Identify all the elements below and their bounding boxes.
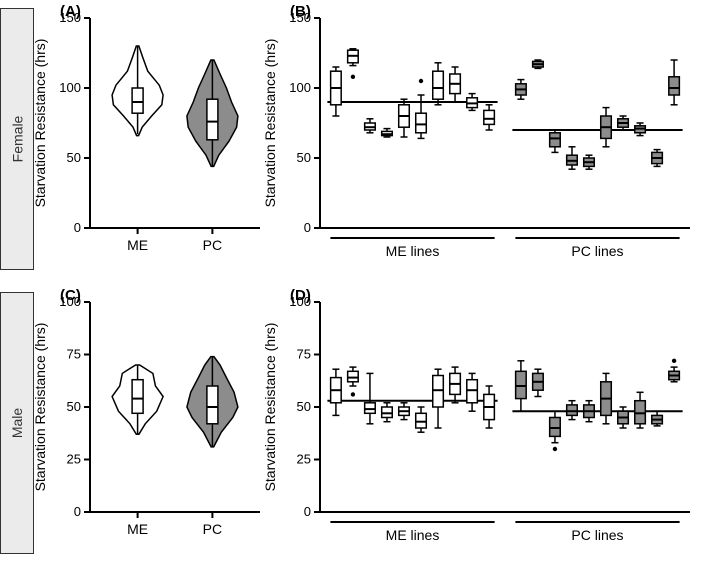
violin-box — [207, 99, 218, 140]
y-tick-label: 25 — [297, 452, 311, 467]
x-cat-label: ME — [127, 521, 148, 537]
boxplot-box — [669, 77, 680, 95]
group-label: PC lines — [571, 527, 623, 543]
y-tick-label: 0 — [304, 220, 311, 235]
boxplot-box — [635, 401, 646, 424]
y-tick-label: 0 — [304, 504, 311, 519]
figure-grid: { "colors": { "ME": "#ffffff", "PC": "#8… — [0, 0, 709, 564]
boxplot-box — [433, 71, 444, 99]
y-axis-title: Starvation Resistance (hrs) — [262, 323, 278, 492]
panel-C: (C)0255075100Starvation Resistance (hrs)… — [32, 287, 260, 537]
outlier-point — [419, 79, 423, 83]
x-cat-label: ME — [127, 237, 148, 253]
y-tick-label: 50 — [67, 150, 81, 165]
x-cat-label: PC — [203, 521, 222, 537]
panel-B: (B)050100150Starvation Resistance (hrs)M… — [262, 3, 690, 259]
group-label: ME lines — [386, 527, 440, 543]
y-tick-label: 0 — [74, 220, 81, 235]
y-tick-label: 150 — [289, 10, 311, 25]
y-tick-label: 100 — [59, 294, 81, 309]
panel-D: (D)0255075100Starvation Resistance (hrs)… — [262, 287, 690, 543]
boxplot-box — [550, 133, 561, 147]
group-label: PC lines — [571, 243, 623, 259]
outlier-point — [351, 75, 355, 79]
boxplot-box — [467, 380, 478, 403]
row-label-female: Female — [0, 8, 34, 270]
boxplot-box — [433, 376, 444, 408]
y-tick-label: 100 — [59, 80, 81, 95]
row-label-text: Male — [9, 408, 25, 438]
boxplot-box — [348, 371, 359, 382]
y-tick-label: 50 — [297, 399, 311, 414]
y-tick-label: 150 — [59, 10, 81, 25]
x-cat-label: PC — [203, 237, 222, 253]
y-tick-label: 50 — [297, 150, 311, 165]
boxplot-box — [484, 110, 495, 124]
y-tick-label: 100 — [289, 294, 311, 309]
y-tick-label: 75 — [67, 347, 81, 362]
y-axis-title: Starvation Resistance (hrs) — [32, 39, 48, 208]
row-label-text: Female — [9, 116, 25, 163]
boxplot-box — [382, 407, 393, 418]
outlier-point — [351, 392, 355, 396]
y-axis-title: Starvation Resistance (hrs) — [32, 323, 48, 492]
outlier-point — [672, 359, 676, 363]
outlier-point — [553, 447, 557, 451]
violin-box — [207, 386, 218, 424]
violin-box — [132, 88, 143, 113]
violin-box — [132, 380, 143, 414]
boxplot-box — [365, 403, 376, 414]
y-tick-label: 100 — [289, 80, 311, 95]
y-tick-label: 75 — [297, 347, 311, 362]
y-axis-title: Starvation Resistance (hrs) — [262, 39, 278, 208]
boxplot-box — [416, 413, 427, 428]
y-tick-label: 25 — [67, 452, 81, 467]
boxplot-box — [567, 405, 578, 416]
boxplot-box — [416, 113, 427, 133]
y-tick-label: 50 — [67, 399, 81, 414]
group-label: ME lines — [386, 243, 440, 259]
y-tick-label: 0 — [74, 504, 81, 519]
panel-A: (A)050100150Starvation Resistance (hrs)M… — [32, 3, 260, 253]
boxplot-box — [550, 418, 561, 437]
boxplot-box — [516, 371, 527, 398]
row-label-male: Male — [0, 292, 34, 554]
